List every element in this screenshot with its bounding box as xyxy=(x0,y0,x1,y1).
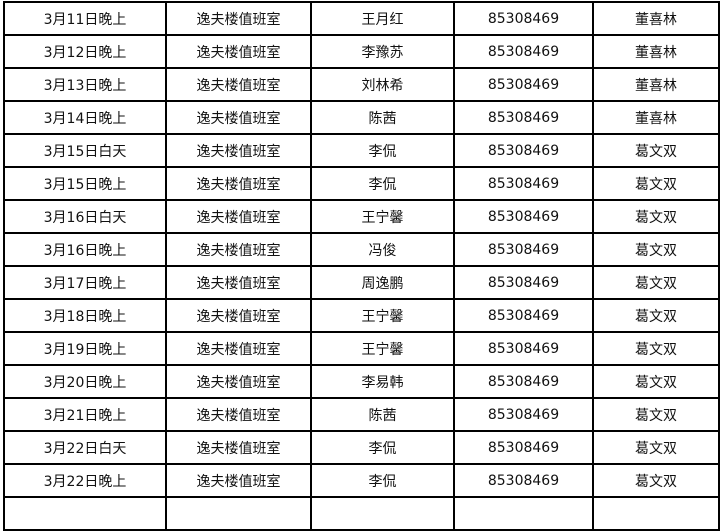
table-row-partial xyxy=(3,496,720,531)
staff-name-cell: 李易韩 xyxy=(310,364,455,399)
empty-cell xyxy=(453,496,594,531)
phone-cell: 85308469 xyxy=(453,34,594,69)
date-cell: 3月13日晚上 xyxy=(3,67,167,102)
table-row: 3月20日晚上 逸夫楼值班室 李易韩 85308469 葛文双 xyxy=(3,364,720,399)
supervisor-cell: 董喜林 xyxy=(592,1,720,36)
date-cell: 3月15日白天 xyxy=(3,133,167,168)
phone-cell: 85308469 xyxy=(453,100,594,135)
table-row: 3月14日晚上 逸夫楼值班室 陈茜 85308469 董喜林 xyxy=(3,100,720,135)
staff-name-cell: 陈茜 xyxy=(310,100,455,135)
supervisor-cell: 葛文双 xyxy=(592,397,720,432)
date-cell: 3月19日晚上 xyxy=(3,331,167,366)
location-cell: 逸夫楼值班室 xyxy=(165,199,312,234)
supervisor-cell: 葛文双 xyxy=(592,463,720,498)
date-cell: 3月15日晚上 xyxy=(3,166,167,201)
supervisor-cell: 董喜林 xyxy=(592,67,720,102)
empty-cell xyxy=(592,496,720,531)
table-row: 3月22日晚上 逸夫楼值班室 李侃 85308469 葛文双 xyxy=(3,463,720,498)
staff-name-cell: 王月红 xyxy=(310,1,455,36)
table-row: 3月22日白天 逸夫楼值班室 李侃 85308469 葛文双 xyxy=(3,430,720,465)
date-cell: 3月12日晚上 xyxy=(3,34,167,69)
staff-name-cell: 王宁馨 xyxy=(310,331,455,366)
table-row: 3月18日晚上 逸夫楼值班室 王宁馨 85308469 葛文双 xyxy=(3,298,720,333)
empty-cell xyxy=(165,496,312,531)
location-cell: 逸夫楼值班室 xyxy=(165,100,312,135)
staff-name-cell: 李侃 xyxy=(310,430,455,465)
staff-name-cell: 李侃 xyxy=(310,133,455,168)
supervisor-cell: 董喜林 xyxy=(592,34,720,69)
date-cell: 3月11日晚上 xyxy=(3,1,167,36)
location-cell: 逸夫楼值班室 xyxy=(165,298,312,333)
location-cell: 逸夫楼值班室 xyxy=(165,1,312,36)
supervisor-cell: 葛文双 xyxy=(592,331,720,366)
location-cell: 逸夫楼值班室 xyxy=(165,364,312,399)
location-cell: 逸夫楼值班室 xyxy=(165,166,312,201)
phone-cell: 85308469 xyxy=(453,430,594,465)
date-cell: 3月21日晚上 xyxy=(3,397,167,432)
table-row: 3月15日晚上 逸夫楼值班室 李侃 85308469 葛文双 xyxy=(3,166,720,201)
location-cell: 逸夫楼值班室 xyxy=(165,67,312,102)
supervisor-cell: 葛文双 xyxy=(592,199,720,234)
phone-cell: 85308469 xyxy=(453,364,594,399)
location-cell: 逸夫楼值班室 xyxy=(165,133,312,168)
staff-name-cell: 李侃 xyxy=(310,463,455,498)
staff-name-cell: 李侃 xyxy=(310,166,455,201)
empty-cell xyxy=(3,496,167,531)
supervisor-cell: 葛文双 xyxy=(592,232,720,267)
table-row: 3月13日晚上 逸夫楼值班室 刘林希 85308469 董喜林 xyxy=(3,67,720,102)
date-cell: 3月16日晚上 xyxy=(3,232,167,267)
date-cell: 3月22日晚上 xyxy=(3,463,167,498)
phone-cell: 85308469 xyxy=(453,232,594,267)
location-cell: 逸夫楼值班室 xyxy=(165,430,312,465)
phone-cell: 85308469 xyxy=(453,463,594,498)
location-cell: 逸夫楼值班室 xyxy=(165,232,312,267)
supervisor-cell: 葛文双 xyxy=(592,298,720,333)
staff-name-cell: 冯俊 xyxy=(310,232,455,267)
date-cell: 3月22日白天 xyxy=(3,430,167,465)
supervisor-cell: 葛文双 xyxy=(592,265,720,300)
phone-cell: 85308469 xyxy=(453,331,594,366)
table-row: 3月19日晚上 逸夫楼值班室 王宁馨 85308469 葛文双 xyxy=(3,331,720,366)
location-cell: 逸夫楼值班室 xyxy=(165,265,312,300)
phone-cell: 85308469 xyxy=(453,166,594,201)
table-row: 3月16日白天 逸夫楼值班室 王宁馨 85308469 葛文双 xyxy=(3,199,720,234)
staff-name-cell: 陈茜 xyxy=(310,397,455,432)
staff-name-cell: 周逸鹏 xyxy=(310,265,455,300)
staff-name-cell: 王宁馨 xyxy=(310,298,455,333)
date-cell: 3月18日晚上 xyxy=(3,298,167,333)
location-cell: 逸夫楼值班室 xyxy=(165,34,312,69)
table-row: 3月17日晚上 逸夫楼值班室 周逸鹏 85308469 葛文双 xyxy=(3,265,720,300)
supervisor-cell: 葛文双 xyxy=(592,430,720,465)
staff-name-cell: 王宁馨 xyxy=(310,199,455,234)
table-row: 3月21日晚上 逸夫楼值班室 陈茜 85308469 葛文双 xyxy=(3,397,720,432)
duty-schedule-table: 3月11日晚上 逸夫楼值班室 王月红 85308469 董喜林 3月12日晚上 逸夫楼值班室… xyxy=(3,1,720,531)
supervisor-cell: 葛文双 xyxy=(592,166,720,201)
supervisor-cell: 董喜林 xyxy=(592,100,720,135)
date-cell: 3月20日晚上 xyxy=(3,364,167,399)
date-cell: 3月17日晚上 xyxy=(3,265,167,300)
table-row: 3月15日白天 逸夫楼值班室 李侃 85308469 葛文双 xyxy=(3,133,720,168)
phone-cell: 85308469 xyxy=(453,397,594,432)
phone-cell: 85308469 xyxy=(453,67,594,102)
date-cell: 3月14日晚上 xyxy=(3,100,167,135)
location-cell: 逸夫楼值班室 xyxy=(165,397,312,432)
location-cell: 逸夫楼值班室 xyxy=(165,463,312,498)
table-row: 3月16日晚上 逸夫楼值班室 冯俊 85308469 葛文双 xyxy=(3,232,720,267)
empty-cell xyxy=(310,496,455,531)
table-row: 3月11日晚上 逸夫楼值班室 王月红 85308469 董喜林 xyxy=(3,1,720,36)
supervisor-cell: 葛文双 xyxy=(592,133,720,168)
date-cell: 3月16日白天 xyxy=(3,199,167,234)
phone-cell: 85308469 xyxy=(453,265,594,300)
staff-name-cell: 刘林希 xyxy=(310,67,455,102)
phone-cell: 85308469 xyxy=(453,298,594,333)
phone-cell: 85308469 xyxy=(453,1,594,36)
staff-name-cell: 李豫苏 xyxy=(310,34,455,69)
phone-cell: 85308469 xyxy=(453,199,594,234)
supervisor-cell: 葛文双 xyxy=(592,364,720,399)
location-cell: 逸夫楼值班室 xyxy=(165,331,312,366)
phone-cell: 85308469 xyxy=(453,133,594,168)
table-row: 3月12日晚上 逸夫楼值班室 李豫苏 85308469 董喜林 xyxy=(3,34,720,69)
